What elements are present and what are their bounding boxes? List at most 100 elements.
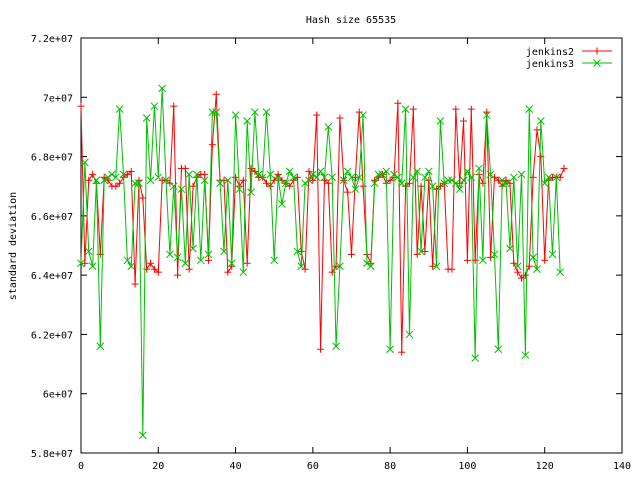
data-point-jenkins3 (459, 176, 468, 185)
x-axis: 0 20 40 60 80 100 120 140 (78, 38, 631, 472)
data-point-jenkins3 (536, 117, 545, 125)
series-line-jenkins2 (80, 94, 565, 353)
data-point-jenkins3 (166, 250, 174, 259)
data-point-jenkins3 (336, 262, 344, 271)
x-tick-label: 20 (152, 461, 164, 472)
data-point-jenkins3 (285, 167, 294, 176)
data-point-jenkins2 (127, 167, 135, 175)
x-tick-label: 120 (536, 461, 554, 472)
data-point-jenkins3 (158, 84, 167, 93)
data-point-jenkins3 (154, 173, 163, 182)
data-point-jenkins3 (100, 176, 109, 185)
data-point-jenkins3 (417, 247, 425, 256)
series-jenkins3 (77, 84, 565, 440)
data-point-jenkins2 (541, 256, 549, 264)
data-point-jenkins2 (112, 182, 120, 190)
data-point-jenkins3 (177, 185, 186, 194)
data-point-jenkins2 (170, 102, 178, 110)
chart-title: Hash size 65535 (306, 15, 396, 26)
data-point-jenkins3 (189, 244, 197, 253)
data-point-jenkins3 (270, 256, 279, 265)
legend-item-jenkins3: jenkins3 (526, 59, 612, 70)
data-point-jenkins3 (513, 262, 522, 271)
data-point-jenkins3 (421, 173, 429, 182)
data-point-jenkins3 (475, 164, 483, 173)
data-point-jenkins3 (525, 105, 534, 113)
data-point-jenkins3 (162, 176, 170, 185)
data-point-jenkins3 (343, 167, 352, 176)
data-point-jenkins3 (463, 167, 472, 176)
data-point-jenkins2 (85, 176, 93, 184)
data-point-jenkins2 (467, 105, 475, 113)
data-point-jenkins3 (84, 247, 93, 256)
data-point-jenkins3 (556, 268, 565, 277)
data-point-jenkins2 (77, 102, 85, 110)
data-point-jenkins3 (405, 330, 414, 339)
data-point-jenkins2 (448, 265, 456, 273)
series-layer (77, 84, 568, 440)
x-tick-label: 40 (230, 461, 242, 472)
data-point-jenkins2 (181, 164, 189, 172)
data-point-jenkins2 (344, 188, 352, 196)
data-point-jenkins2 (278, 176, 286, 184)
data-point-jenkins3 (301, 179, 309, 188)
y-axis-label: standard deviation (8, 192, 19, 300)
data-point-jenkins3 (251, 108, 259, 116)
data-point-jenkins2 (436, 182, 444, 190)
data-point-jenkins2 (251, 167, 259, 175)
data-point-jenkins3 (324, 123, 333, 131)
data-point-jenkins3 (351, 185, 360, 194)
data-point-jenkins3 (509, 173, 518, 182)
data-point-jenkins3 (204, 250, 213, 259)
data-point-jenkins2 (201, 170, 209, 178)
data-point-jenkins2 (205, 256, 213, 264)
data-point-jenkins3 (521, 351, 530, 360)
data-point-jenkins2 (452, 105, 460, 113)
legend-marker (593, 47, 601, 55)
data-point-jenkins2 (394, 99, 402, 107)
data-point-jenkins2 (147, 259, 155, 267)
data-point-jenkins3 (81, 158, 89, 167)
data-point-jenkins3 (254, 170, 263, 179)
data-point-jenkins3 (502, 179, 510, 188)
data-point-jenkins2 (560, 164, 568, 172)
data-point-jenkins3 (370, 179, 379, 188)
data-point-jenkins3 (262, 108, 271, 116)
data-point-jenkins3 (258, 173, 267, 182)
data-point-jenkins3 (444, 176, 452, 185)
y-tick-label: 6.4e+07 (31, 271, 73, 282)
data-point-jenkins3 (77, 259, 85, 268)
data-point-jenkins2 (286, 182, 294, 190)
data-point-jenkins2 (185, 265, 193, 273)
data-point-jenkins3 (131, 179, 139, 188)
y-tick-label: 6.2e+07 (31, 330, 73, 341)
data-point-jenkins2 (409, 105, 417, 113)
data-point-jenkins3 (173, 253, 182, 262)
data-point-jenkins3 (432, 262, 441, 271)
data-point-jenkins3 (540, 179, 549, 188)
data-point-jenkins3 (119, 170, 128, 179)
data-point-jenkins3 (355, 173, 364, 182)
data-point-jenkins3 (517, 170, 526, 179)
data-point-jenkins2 (355, 108, 363, 116)
data-point-jenkins3 (390, 170, 398, 179)
data-point-jenkins3 (359, 111, 367, 119)
data-point-jenkins3 (281, 179, 290, 188)
y-tick-label: 6e+07 (43, 390, 73, 401)
data-point-jenkins3 (320, 173, 329, 182)
data-point-jenkins2 (166, 179, 174, 187)
data-point-jenkins3 (552, 173, 561, 182)
data-point-jenkins2 (510, 259, 518, 267)
data-point-jenkins3 (374, 170, 383, 179)
data-point-jenkins2 (208, 141, 216, 149)
data-point-jenkins3 (401, 105, 410, 113)
data-point-jenkins3 (316, 167, 325, 176)
data-point-jenkins2 (139, 194, 147, 202)
data-point-jenkins3 (394, 173, 402, 182)
data-point-jenkins3 (181, 259, 190, 268)
data-point-jenkins3 (123, 256, 132, 265)
data-point-jenkins3 (312, 173, 321, 182)
data-point-jenkins2 (348, 250, 355, 258)
y-tick-label: 5.8e+07 (31, 449, 73, 460)
